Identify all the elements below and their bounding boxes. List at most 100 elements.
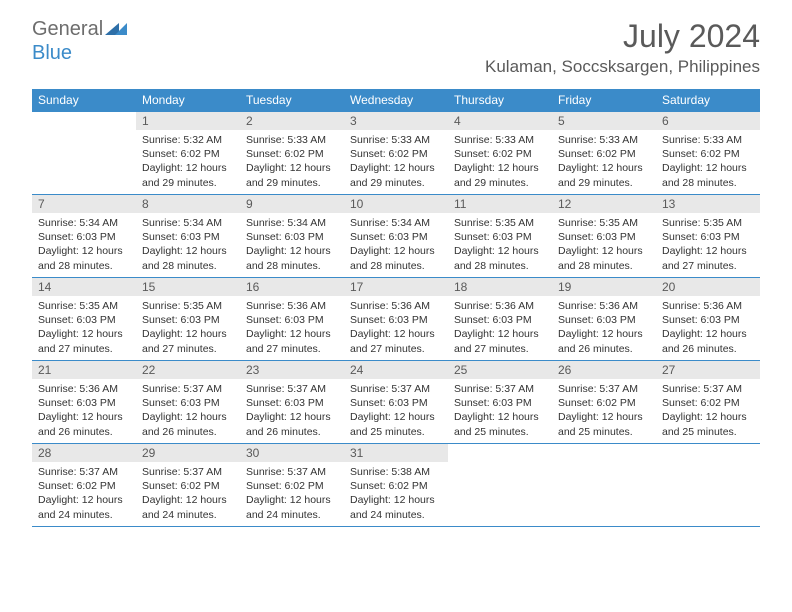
- logo: General: [32, 18, 127, 41]
- title-block: July 2024 Kulaman, Soccsksargen, Philipp…: [485, 18, 760, 77]
- day-number: 12: [552, 195, 656, 213]
- sunrise-text: Sunrise: 5:36 AM: [246, 299, 338, 313]
- day-cell: 5Sunrise: 5:33 AMSunset: 6:02 PMDaylight…: [552, 112, 656, 194]
- day-cell: 2Sunrise: 5:33 AMSunset: 6:02 PMDaylight…: [240, 112, 344, 194]
- sunset-text: Sunset: 6:02 PM: [558, 147, 650, 161]
- daylight-text: Daylight: 12 hours and 25 minutes.: [454, 410, 546, 438]
- sunrise-text: Sunrise: 5:35 AM: [142, 299, 234, 313]
- sunrise-text: Sunrise: 5:37 AM: [38, 465, 130, 479]
- daylight-text: Daylight: 12 hours and 25 minutes.: [662, 410, 754, 438]
- daylight-text: Daylight: 12 hours and 27 minutes.: [38, 327, 130, 355]
- daylight-text: Daylight: 12 hours and 25 minutes.: [350, 410, 442, 438]
- sunrise-text: Sunrise: 5:36 AM: [662, 299, 754, 313]
- daylight-text: Daylight: 12 hours and 24 minutes.: [38, 493, 130, 521]
- sunset-text: Sunset: 6:03 PM: [246, 396, 338, 410]
- day-cell: 10Sunrise: 5:34 AMSunset: 6:03 PMDayligh…: [344, 195, 448, 277]
- week-row: 28Sunrise: 5:37 AMSunset: 6:02 PMDayligh…: [32, 443, 760, 527]
- sunrise-text: Sunrise: 5:37 AM: [142, 465, 234, 479]
- sunset-text: Sunset: 6:02 PM: [142, 147, 234, 161]
- daylight-text: Daylight: 12 hours and 29 minutes.: [142, 161, 234, 189]
- week-row: 1Sunrise: 5:32 AMSunset: 6:02 PMDaylight…: [32, 111, 760, 194]
- sunset-text: Sunset: 6:03 PM: [246, 230, 338, 244]
- day-number: 8: [136, 195, 240, 213]
- day-header: Saturday: [656, 89, 760, 111]
- location-text: Kulaman, Soccsksargen, Philippines: [485, 57, 760, 77]
- sunset-text: Sunset: 6:03 PM: [350, 396, 442, 410]
- daylight-text: Daylight: 12 hours and 26 minutes.: [38, 410, 130, 438]
- sunrise-text: Sunrise: 5:37 AM: [142, 382, 234, 396]
- day-content: Sunrise: 5:37 AMSunset: 6:02 PMDaylight:…: [552, 379, 656, 442]
- day-cell: 22Sunrise: 5:37 AMSunset: 6:03 PMDayligh…: [136, 361, 240, 443]
- daylight-text: Daylight: 12 hours and 26 minutes.: [558, 327, 650, 355]
- daylight-text: Daylight: 12 hours and 24 minutes.: [142, 493, 234, 521]
- day-content: Sunrise: 5:35 AMSunset: 6:03 PMDaylight:…: [656, 213, 760, 276]
- sunrise-text: Sunrise: 5:34 AM: [38, 216, 130, 230]
- sunset-text: Sunset: 6:03 PM: [662, 230, 754, 244]
- day-number: 28: [32, 444, 136, 462]
- daylight-text: Daylight: 12 hours and 29 minutes.: [246, 161, 338, 189]
- day-header: Wednesday: [344, 89, 448, 111]
- daylight-text: Daylight: 12 hours and 26 minutes.: [246, 410, 338, 438]
- day-header-row: SundayMondayTuesdayWednesdayThursdayFrid…: [32, 89, 760, 111]
- day-number: 22: [136, 361, 240, 379]
- daylight-text: Daylight: 12 hours and 26 minutes.: [662, 327, 754, 355]
- daylight-text: Daylight: 12 hours and 29 minutes.: [350, 161, 442, 189]
- day-number: 17: [344, 278, 448, 296]
- day-number: 11: [448, 195, 552, 213]
- day-content: Sunrise: 5:36 AMSunset: 6:03 PMDaylight:…: [448, 296, 552, 359]
- sunrise-text: Sunrise: 5:36 AM: [350, 299, 442, 313]
- day-number: 10: [344, 195, 448, 213]
- sunset-text: Sunset: 6:03 PM: [142, 396, 234, 410]
- day-number: 16: [240, 278, 344, 296]
- day-cell: 3Sunrise: 5:33 AMSunset: 6:02 PMDaylight…: [344, 112, 448, 194]
- sunrise-text: Sunrise: 5:36 AM: [454, 299, 546, 313]
- sunrise-text: Sunrise: 5:37 AM: [454, 382, 546, 396]
- sunrise-text: Sunrise: 5:33 AM: [558, 133, 650, 147]
- day-content: Sunrise: 5:35 AMSunset: 6:03 PMDaylight:…: [448, 213, 552, 276]
- sunrise-text: Sunrise: 5:33 AM: [454, 133, 546, 147]
- day-cell: [552, 444, 656, 526]
- sunrise-text: Sunrise: 5:38 AM: [350, 465, 442, 479]
- day-header: Tuesday: [240, 89, 344, 111]
- daylight-text: Daylight: 12 hours and 27 minutes.: [142, 327, 234, 355]
- day-number: 13: [656, 195, 760, 213]
- day-number: 7: [32, 195, 136, 213]
- day-content: Sunrise: 5:33 AMSunset: 6:02 PMDaylight:…: [344, 130, 448, 193]
- day-content: Sunrise: 5:37 AMSunset: 6:03 PMDaylight:…: [240, 379, 344, 442]
- day-number: 24: [344, 361, 448, 379]
- day-number: 26: [552, 361, 656, 379]
- day-content: Sunrise: 5:36 AMSunset: 6:03 PMDaylight:…: [656, 296, 760, 359]
- sunset-text: Sunset: 6:02 PM: [246, 479, 338, 493]
- day-cell: 13Sunrise: 5:35 AMSunset: 6:03 PMDayligh…: [656, 195, 760, 277]
- day-number: 29: [136, 444, 240, 462]
- day-cell: 16Sunrise: 5:36 AMSunset: 6:03 PMDayligh…: [240, 278, 344, 360]
- sunset-text: Sunset: 6:03 PM: [454, 313, 546, 327]
- sunset-text: Sunset: 6:02 PM: [558, 396, 650, 410]
- day-header: Thursday: [448, 89, 552, 111]
- day-cell: 27Sunrise: 5:37 AMSunset: 6:02 PMDayligh…: [656, 361, 760, 443]
- sunset-text: Sunset: 6:02 PM: [350, 479, 442, 493]
- daylight-text: Daylight: 12 hours and 28 minutes.: [350, 244, 442, 272]
- logo-text-blue: Blue: [32, 42, 72, 64]
- day-number: 14: [32, 278, 136, 296]
- day-cell: [448, 444, 552, 526]
- day-content: Sunrise: 5:34 AMSunset: 6:03 PMDaylight:…: [344, 213, 448, 276]
- sunrise-text: Sunrise: 5:33 AM: [246, 133, 338, 147]
- week-row: 7Sunrise: 5:34 AMSunset: 6:03 PMDaylight…: [32, 194, 760, 277]
- day-number: 9: [240, 195, 344, 213]
- sunrise-text: Sunrise: 5:36 AM: [38, 382, 130, 396]
- day-number: 25: [448, 361, 552, 379]
- sunrise-text: Sunrise: 5:37 AM: [246, 382, 338, 396]
- day-content: Sunrise: 5:34 AMSunset: 6:03 PMDaylight:…: [240, 213, 344, 276]
- sunrise-text: Sunrise: 5:34 AM: [142, 216, 234, 230]
- sunset-text: Sunset: 6:03 PM: [558, 313, 650, 327]
- day-cell: 25Sunrise: 5:37 AMSunset: 6:03 PMDayligh…: [448, 361, 552, 443]
- day-number: 19: [552, 278, 656, 296]
- day-cell: 23Sunrise: 5:37 AMSunset: 6:03 PMDayligh…: [240, 361, 344, 443]
- day-content: Sunrise: 5:37 AMSunset: 6:02 PMDaylight:…: [240, 462, 344, 525]
- sunset-text: Sunset: 6:03 PM: [350, 230, 442, 244]
- day-content: Sunrise: 5:37 AMSunset: 6:03 PMDaylight:…: [448, 379, 552, 442]
- day-content: Sunrise: 5:37 AMSunset: 6:03 PMDaylight:…: [136, 379, 240, 442]
- sunset-text: Sunset: 6:02 PM: [38, 479, 130, 493]
- day-cell: 31Sunrise: 5:38 AMSunset: 6:02 PMDayligh…: [344, 444, 448, 526]
